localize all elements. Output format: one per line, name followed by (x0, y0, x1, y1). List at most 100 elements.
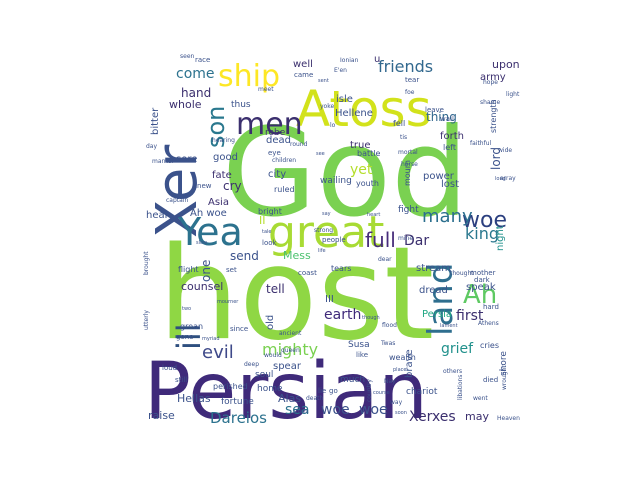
cloud-word: youth (356, 179, 379, 188)
cloud-word: hand (181, 86, 211, 100)
cloud-word: army (480, 72, 506, 83)
cloud-word: Twas (380, 340, 395, 347)
cloud-word: went (473, 395, 488, 402)
cloud-word: shore (499, 351, 509, 376)
cloud-word: day (146, 143, 157, 150)
cloud-word: yet (350, 162, 373, 178)
cloud-word: dear (378, 256, 392, 263)
cloud-word: III (325, 294, 334, 305)
cloud-word: gone (176, 333, 193, 341)
cloud-word: counsel (181, 280, 223, 293)
cloud-word: thing (426, 110, 457, 124)
cloud-word: seen (180, 53, 195, 60)
cloud-word: dead (266, 135, 291, 146)
cloud-word: race (195, 56, 210, 64)
cloud-word: queen (281, 347, 300, 354)
cloud-word: Ionian (340, 57, 359, 64)
cloud-word: people (322, 236, 346, 244)
cloud-word: woe (321, 402, 350, 418)
cloud-word: come (176, 66, 215, 82)
cloud-word: lament (440, 323, 458, 329)
cloud-word: wailing (320, 176, 352, 186)
cloud-word: city (268, 169, 286, 180)
cloud-word: ancient (279, 330, 302, 337)
cloud-word: soon (395, 410, 407, 416)
cloud-word: yoke (320, 103, 334, 110)
cloud-word: Dar (404, 233, 429, 249)
cloud-word: eye (268, 149, 281, 157)
cloud-word: way (390, 399, 403, 406)
cloud-word: thus (231, 100, 251, 110)
cloud-word: straits (293, 409, 309, 415)
cloud-word: tell (266, 282, 285, 296)
cloud-word: dread (419, 285, 448, 296)
cloud-word: ill (170, 323, 208, 350)
cloud-word: deep (244, 361, 259, 368)
cloud-word: Hellas (177, 392, 211, 405)
cloud-word: set (226, 266, 237, 274)
cloud-word: night (495, 225, 506, 251)
cloud-word: spear (273, 361, 302, 372)
cloud-word: Nay (384, 378, 396, 385)
cloud-word: Yea (177, 210, 243, 254)
cloud-word: would (264, 352, 282, 359)
cloud-word: chariot (406, 387, 438, 397)
cloud-word: still (175, 376, 187, 384)
cloud-word: go (329, 387, 338, 395)
cloud-word: u (374, 54, 380, 65)
cloud-word: lo (330, 122, 336, 129)
cloud-word: ship (218, 59, 280, 94)
cloud-word: like (356, 351, 368, 359)
cloud-word: may (465, 410, 489, 423)
cloud-word: land (421, 263, 461, 336)
cloud-word: fight (398, 205, 419, 215)
cloud-word: host (158, 220, 434, 369)
cloud-word: E'en (334, 67, 347, 74)
cloud-word: slow (196, 240, 207, 246)
cloud-word: country (366, 379, 373, 402)
cloud-word: lost (441, 179, 459, 190)
cloud-word: well (293, 59, 313, 70)
cloud-word: round (290, 141, 308, 148)
cloud-word: Athens (478, 320, 499, 327)
cloud-word: wail (440, 115, 454, 123)
cloud-word: tis (400, 134, 407, 141)
cloud-word: mighty (262, 340, 318, 359)
cloud-word: bitter (150, 107, 161, 135)
cloud-word: sent (318, 78, 329, 84)
cloud-word: heart (367, 212, 380, 218)
cloud-word: woe (359, 402, 388, 418)
cloud-word: mourner (217, 299, 239, 305)
cloud-word: tears (331, 264, 351, 273)
cloud-word: Dareios (210, 409, 267, 427)
cloud-word: stream (416, 263, 451, 274)
cloud-word: Persia (422, 309, 452, 320)
cloud-word: upon (492, 58, 520, 71)
cloud-word: leave (425, 106, 444, 114)
cloud-word: coast (298, 269, 317, 277)
cloud-word: Xer (145, 144, 210, 238)
cloud-word: send (230, 249, 259, 263)
cloud-word: see (316, 151, 325, 157)
cloud-word: sea (285, 402, 310, 418)
cloud-word: lie (318, 387, 326, 395)
cloud-word: Susa (348, 340, 370, 350)
cloud-word: others (443, 368, 462, 375)
cloud-word: first (456, 308, 484, 324)
cloud-word: loud (162, 364, 177, 372)
cloud-word: ruled (274, 185, 295, 194)
cloud-word: Xerxes (409, 409, 456, 425)
cloud-word: left (443, 143, 456, 152)
cloud-word: Ah (463, 280, 497, 310)
cloud-word: brought (143, 251, 150, 275)
cloud-word: Ah woe (190, 208, 227, 219)
cloud-word: death (306, 395, 324, 402)
cloud-word: whole (169, 98, 202, 111)
cloud-word: full (365, 228, 396, 252)
cloud-word: perished (213, 382, 248, 391)
cloud-word: hope (483, 79, 498, 86)
cloud-word: light (506, 91, 520, 98)
cloud-word: woe (462, 208, 507, 233)
